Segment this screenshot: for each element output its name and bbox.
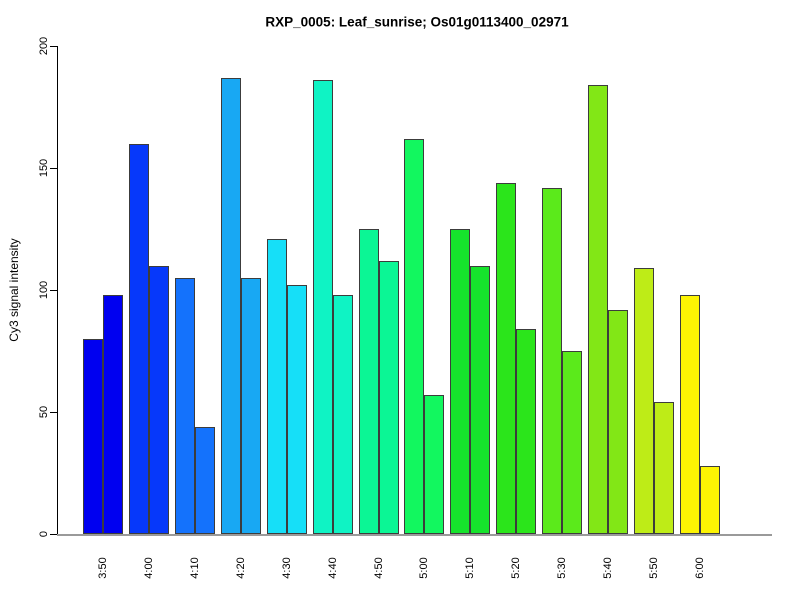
y-tick-label: 150 [38, 158, 50, 178]
bar [312, 80, 333, 534]
bar-group-420 [220, 46, 262, 534]
bar-group-400 [128, 46, 170, 534]
y-tick-label: 100 [38, 280, 50, 300]
bar [424, 395, 445, 534]
bar-group-600 [679, 46, 721, 534]
bar-group-430 [266, 46, 308, 534]
bar [699, 466, 720, 534]
bar [128, 144, 149, 534]
bar-group-350 [83, 46, 124, 534]
y-tick-mark [50, 167, 57, 169]
bar [588, 85, 609, 534]
x-tick-label: 4:50 [372, 557, 385, 579]
y-axis-line [57, 46, 58, 535]
bar [358, 229, 379, 534]
x-tick-label: 6:00 [693, 557, 706, 579]
bar [194, 427, 215, 534]
y-tick-mark [50, 533, 57, 535]
bar [542, 188, 563, 534]
bar [378, 261, 399, 534]
x-tick-label: 4:40 [326, 557, 339, 579]
bar [654, 402, 675, 534]
bar [634, 268, 655, 534]
bar-group-450 [358, 46, 400, 534]
x-tick-label: 3:50 [97, 557, 109, 579]
bar-group-550 [634, 46, 675, 534]
bar [470, 266, 491, 534]
y-tick-mark [50, 289, 57, 291]
y-tick-mark [50, 45, 57, 47]
x-tick-label: 5:10 [464, 557, 477, 579]
bar [286, 285, 307, 534]
bar [608, 310, 629, 534]
bar [83, 339, 103, 534]
x-tick-label: 4:20 [234, 557, 247, 579]
x-tick-label: 5:30 [556, 557, 569, 579]
bar [240, 278, 261, 534]
bar [148, 266, 169, 534]
chart-title: RXP_0005: Leaf_sunrise; Os01g0113400_029… [265, 14, 569, 30]
x-tick-label: 4:30 [280, 557, 293, 579]
bar [174, 278, 195, 534]
bar [332, 295, 353, 534]
y-tick-mark [50, 411, 57, 413]
bar-group-510 [450, 46, 491, 534]
x-tick-label: 4:00 [142, 557, 155, 579]
y-tick-label: 50 [38, 405, 50, 419]
bar [220, 78, 241, 534]
bar-group-520 [496, 46, 537, 534]
bar-group-440 [312, 46, 354, 534]
bar [103, 295, 123, 534]
bar-group-530 [542, 46, 583, 534]
x-axis-baseline [57, 534, 772, 536]
x-tick-label: 5:50 [648, 557, 661, 579]
bar [450, 229, 471, 534]
x-tick-label: 4:10 [188, 557, 201, 579]
plot-area: 0 50 100 150 200 3:50 4:00 4:10 4:20 4:30 4:40 4:50… [38, 37, 775, 579]
x-tick-label: 5:40 [602, 557, 615, 579]
bar-group-540 [588, 46, 629, 534]
y-tick-label: 0 [38, 530, 50, 538]
bar-group-410 [174, 46, 216, 534]
bar [496, 183, 517, 534]
bar [679, 295, 700, 534]
x-tick-label: 5:20 [510, 557, 523, 579]
bar-group-500 [404, 46, 445, 534]
y-tick-label: 200 [38, 36, 50, 56]
y-axis-label: Cy3 signal intensity [7, 238, 21, 342]
bar [516, 329, 537, 534]
bar [562, 351, 583, 534]
bar [266, 239, 287, 534]
bar [404, 139, 425, 534]
x-tick-label: 5:00 [418, 557, 431, 579]
